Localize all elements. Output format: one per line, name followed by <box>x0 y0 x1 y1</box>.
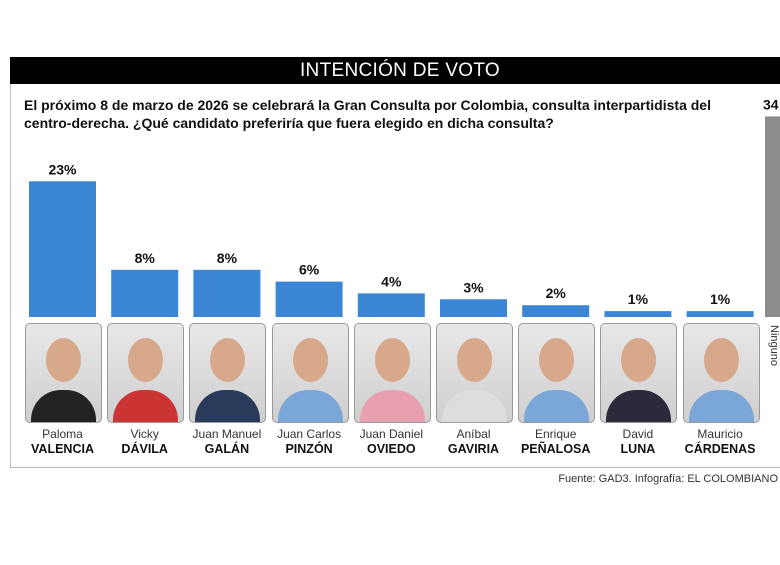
header-title: INTENCIÓN DE VOTO <box>10 57 780 84</box>
bar-5 <box>357 293 425 317</box>
bar-1 <box>29 181 96 317</box>
candidate-last-name: GALÁN <box>204 442 250 456</box>
candidate-photo <box>353 323 431 423</box>
candidate-last-name: VALENCIA <box>31 442 94 456</box>
candidate-name: Mauricio CÁRDENAS <box>675 427 765 457</box>
chart-frame <box>10 57 780 468</box>
bar-8 <box>604 311 672 317</box>
candidate-photo <box>682 323 760 423</box>
candidate-photo <box>271 323 349 423</box>
candidate-first-name: Enrique <box>535 427 577 441</box>
data-label-6: 3% <box>463 279 484 295</box>
candidate-first-name: David <box>622 427 654 441</box>
data-label-9: 1% <box>710 291 731 307</box>
bar-9 <box>686 311 754 317</box>
data-label-3: 8% <box>217 250 238 266</box>
candidate-photo <box>25 323 102 423</box>
candidate-photo <box>518 323 596 423</box>
data-label-2: 8% <box>135 250 156 266</box>
source-note: Fuente: GAD3. Infografía: EL COLOMBIANO <box>558 473 778 485</box>
candidate-first-name: Paloma <box>42 427 83 441</box>
candidate-last-name: LUNA <box>620 442 656 456</box>
data-label-7: 2% <box>546 285 567 301</box>
candidate-name: Juan Carlos PINZÓN <box>264 427 354 457</box>
candidate-first-name: Vicky <box>130 427 159 441</box>
category-label-ninguno: Ninguno <box>768 325 780 366</box>
data-label-4: 6% <box>299 262 320 278</box>
candidate-photo <box>600 323 678 423</box>
candidate-photo <box>107 323 185 423</box>
candidate-name: Enrique PEÑALOSA <box>511 427 601 457</box>
candidate-name: David LUNA <box>593 427 683 457</box>
candidate-first-name: Juan Daniel <box>359 427 423 441</box>
candidate-photo <box>436 323 513 423</box>
candidate-last-name: PINZÓN <box>285 442 333 456</box>
candidate-name: Juan Manuel GALÁN <box>182 427 272 457</box>
bar-4 <box>275 281 343 317</box>
data-label-10: 34 <box>763 96 779 112</box>
candidate-first-name: Juan Manuel <box>192 427 262 441</box>
data-label-1: 23% <box>48 161 77 177</box>
candidate-last-name: DÁVILA <box>121 442 168 456</box>
candidate-photo <box>189 323 267 423</box>
candidate-name: Paloma VALENCIA <box>18 427 108 457</box>
candidate-last-name: CÁRDENAS <box>684 442 756 456</box>
bar-2 <box>111 269 179 317</box>
bar-10 <box>765 116 780 318</box>
candidate-first-name: Juan Carlos <box>277 427 342 441</box>
candidate-last-name: GAVIRIA <box>447 442 500 456</box>
candidate-name: Vicky DÁVILA <box>100 427 190 457</box>
data-label-5: 4% <box>381 273 402 289</box>
bar-3 <box>193 269 261 317</box>
candidate-last-name: OVIEDO <box>366 442 416 456</box>
candidate-name: Juan Daniel OVIEDO <box>346 427 436 457</box>
bar-6 <box>440 299 507 317</box>
data-label-8: 1% <box>628 291 649 307</box>
candidate-last-name: PEÑALOSA <box>520 442 591 456</box>
survey-question: El próximo 8 de marzo de 2026 se celebra… <box>24 97 711 131</box>
candidate-first-name: Aníbal <box>456 427 491 441</box>
candidate-name: Aníbal GAVIRIA <box>429 427 519 457</box>
candidate-first-name: Mauricio <box>697 427 743 441</box>
bar-7 <box>522 305 590 317</box>
